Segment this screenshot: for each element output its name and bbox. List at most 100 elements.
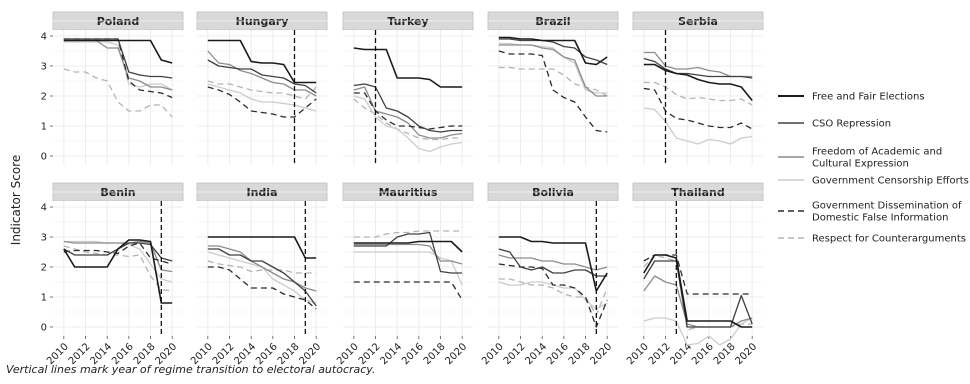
y-tick-label: 3 <box>41 62 47 73</box>
figure-caption: Vertical lines mark year of regime trans… <box>6 363 376 376</box>
series-line-counterargs <box>643 81 753 106</box>
series-line-censorship <box>643 317 753 346</box>
y-tick-label: 1 <box>41 293 47 304</box>
x-tick-label: 2020 <box>588 341 614 367</box>
panel-title: Thailand <box>671 186 724 199</box>
legend-item-censorship: Government Censorship Efforts <box>778 176 969 187</box>
x-tick-label: 2010 <box>480 341 506 367</box>
series-line-cso <box>643 57 753 79</box>
series-line-free-fair <box>353 47 463 88</box>
series-line-free-fair <box>643 63 753 102</box>
series-line-free-fair <box>63 39 173 64</box>
series-line-counterargs <box>498 66 608 97</box>
series-line-censorship <box>207 83 317 112</box>
legend-item-free-fair: Free and Fair Elections <box>778 92 925 103</box>
y-tick-label: 0 <box>41 152 47 163</box>
legend-label: Domestic False Information <box>812 213 948 224</box>
legend-label: CSO Repression <box>812 119 891 130</box>
series-line-counterargs <box>63 68 173 118</box>
series-line-censorship <box>353 95 463 153</box>
panel-title: Brazil <box>535 15 570 28</box>
x-tick-label: 2018 <box>567 341 593 367</box>
series-line-counterargs <box>498 278 608 316</box>
panel-brazil: Brazil <box>487 11 619 165</box>
series-line-counterargs <box>63 245 173 292</box>
series-line-censorship <box>353 251 463 286</box>
series-line-free-fair <box>353 240 463 253</box>
legend-label: Government Censorship Efforts <box>812 176 969 187</box>
panel-title: Bolivia <box>532 186 574 199</box>
x-tick-label: 2018 <box>422 341 448 367</box>
series-line-academic <box>63 240 173 273</box>
series-line-academic <box>498 44 608 97</box>
plot-area <box>343 30 473 165</box>
series-line-cso <box>498 248 608 277</box>
plot-area <box>53 30 183 165</box>
series-line-counterargs <box>643 254 753 331</box>
series-line-dissemination <box>207 86 317 118</box>
series-line-cso <box>643 260 753 328</box>
series-line-academic <box>207 50 317 97</box>
legend-label: Freedom of Academic and <box>812 147 942 158</box>
series-line-dissemination <box>353 281 463 301</box>
series-line-free-fair <box>498 36 608 66</box>
x-tick-label: 2010 <box>625 341 651 367</box>
x-tick-label: 2020 <box>443 341 469 367</box>
panel-title: Benin <box>100 186 135 199</box>
series-line-cso <box>498 38 608 66</box>
panel-turkey: Turkey <box>342 11 474 165</box>
legend-label: Cultural Expression <box>812 159 909 170</box>
legend-label: Respect for Counterarguments <box>812 234 966 245</box>
series-line-counterargs <box>353 230 463 238</box>
x-tick-label: 2016 <box>690 341 716 367</box>
series-line-dissemination <box>498 50 608 133</box>
plot-area <box>633 30 763 165</box>
x-tick-label: 2012 <box>502 341 528 367</box>
y-tick-label: 4 <box>41 203 47 214</box>
series-line-dissemination <box>498 263 608 328</box>
series-line-cso <box>207 248 317 307</box>
series-line-dissemination <box>353 92 463 130</box>
panel-title: Mauritius <box>379 186 438 199</box>
panel-title: Turkey <box>387 15 428 28</box>
y-tick-label: 0 <box>41 323 47 334</box>
series-line-academic <box>207 245 317 292</box>
x-tick-label: 2014 <box>378 341 404 367</box>
panel-serbia: Serbia <box>632 11 764 165</box>
plot-area <box>197 201 327 336</box>
series-line-counterargs <box>207 80 317 100</box>
x-tick-label: 2016 <box>545 341 571 367</box>
x-tick-label: 2012 <box>647 341 673 367</box>
legend: Free and Fair Elections CSO Repression Fre… <box>778 92 969 245</box>
panel-title: India <box>247 186 278 199</box>
series-line-free-fair <box>207 39 317 84</box>
legend-label: Free and Fair Elections <box>812 92 925 103</box>
series-line-cso <box>207 59 317 94</box>
x-tick-label: 2016 <box>400 341 426 367</box>
series-line-free-fair <box>643 254 753 328</box>
series-line-dissemination <box>207 266 317 310</box>
legend-label: Government Dissemination of <box>812 201 962 212</box>
x-tick-label: 2014 <box>523 341 549 367</box>
x-tick-label: 2018 <box>712 341 738 367</box>
plot-area <box>343 201 473 336</box>
y-axis-label: Indicator Score <box>9 155 23 245</box>
y-tick-label: 2 <box>41 263 47 274</box>
series-line-censorship <box>63 41 173 91</box>
series-line-cso <box>353 231 463 274</box>
panel-title: Poland <box>97 15 140 28</box>
legend-item-cso: CSO Repression <box>778 119 891 130</box>
series-line-counterargs <box>207 260 317 274</box>
series-line-dissemination <box>643 254 753 295</box>
y-tick-label: 4 <box>41 32 47 43</box>
y-tick-label: 3 <box>41 233 47 244</box>
plot-area <box>488 30 618 165</box>
panel-hungary: Hungary <box>196 11 328 165</box>
